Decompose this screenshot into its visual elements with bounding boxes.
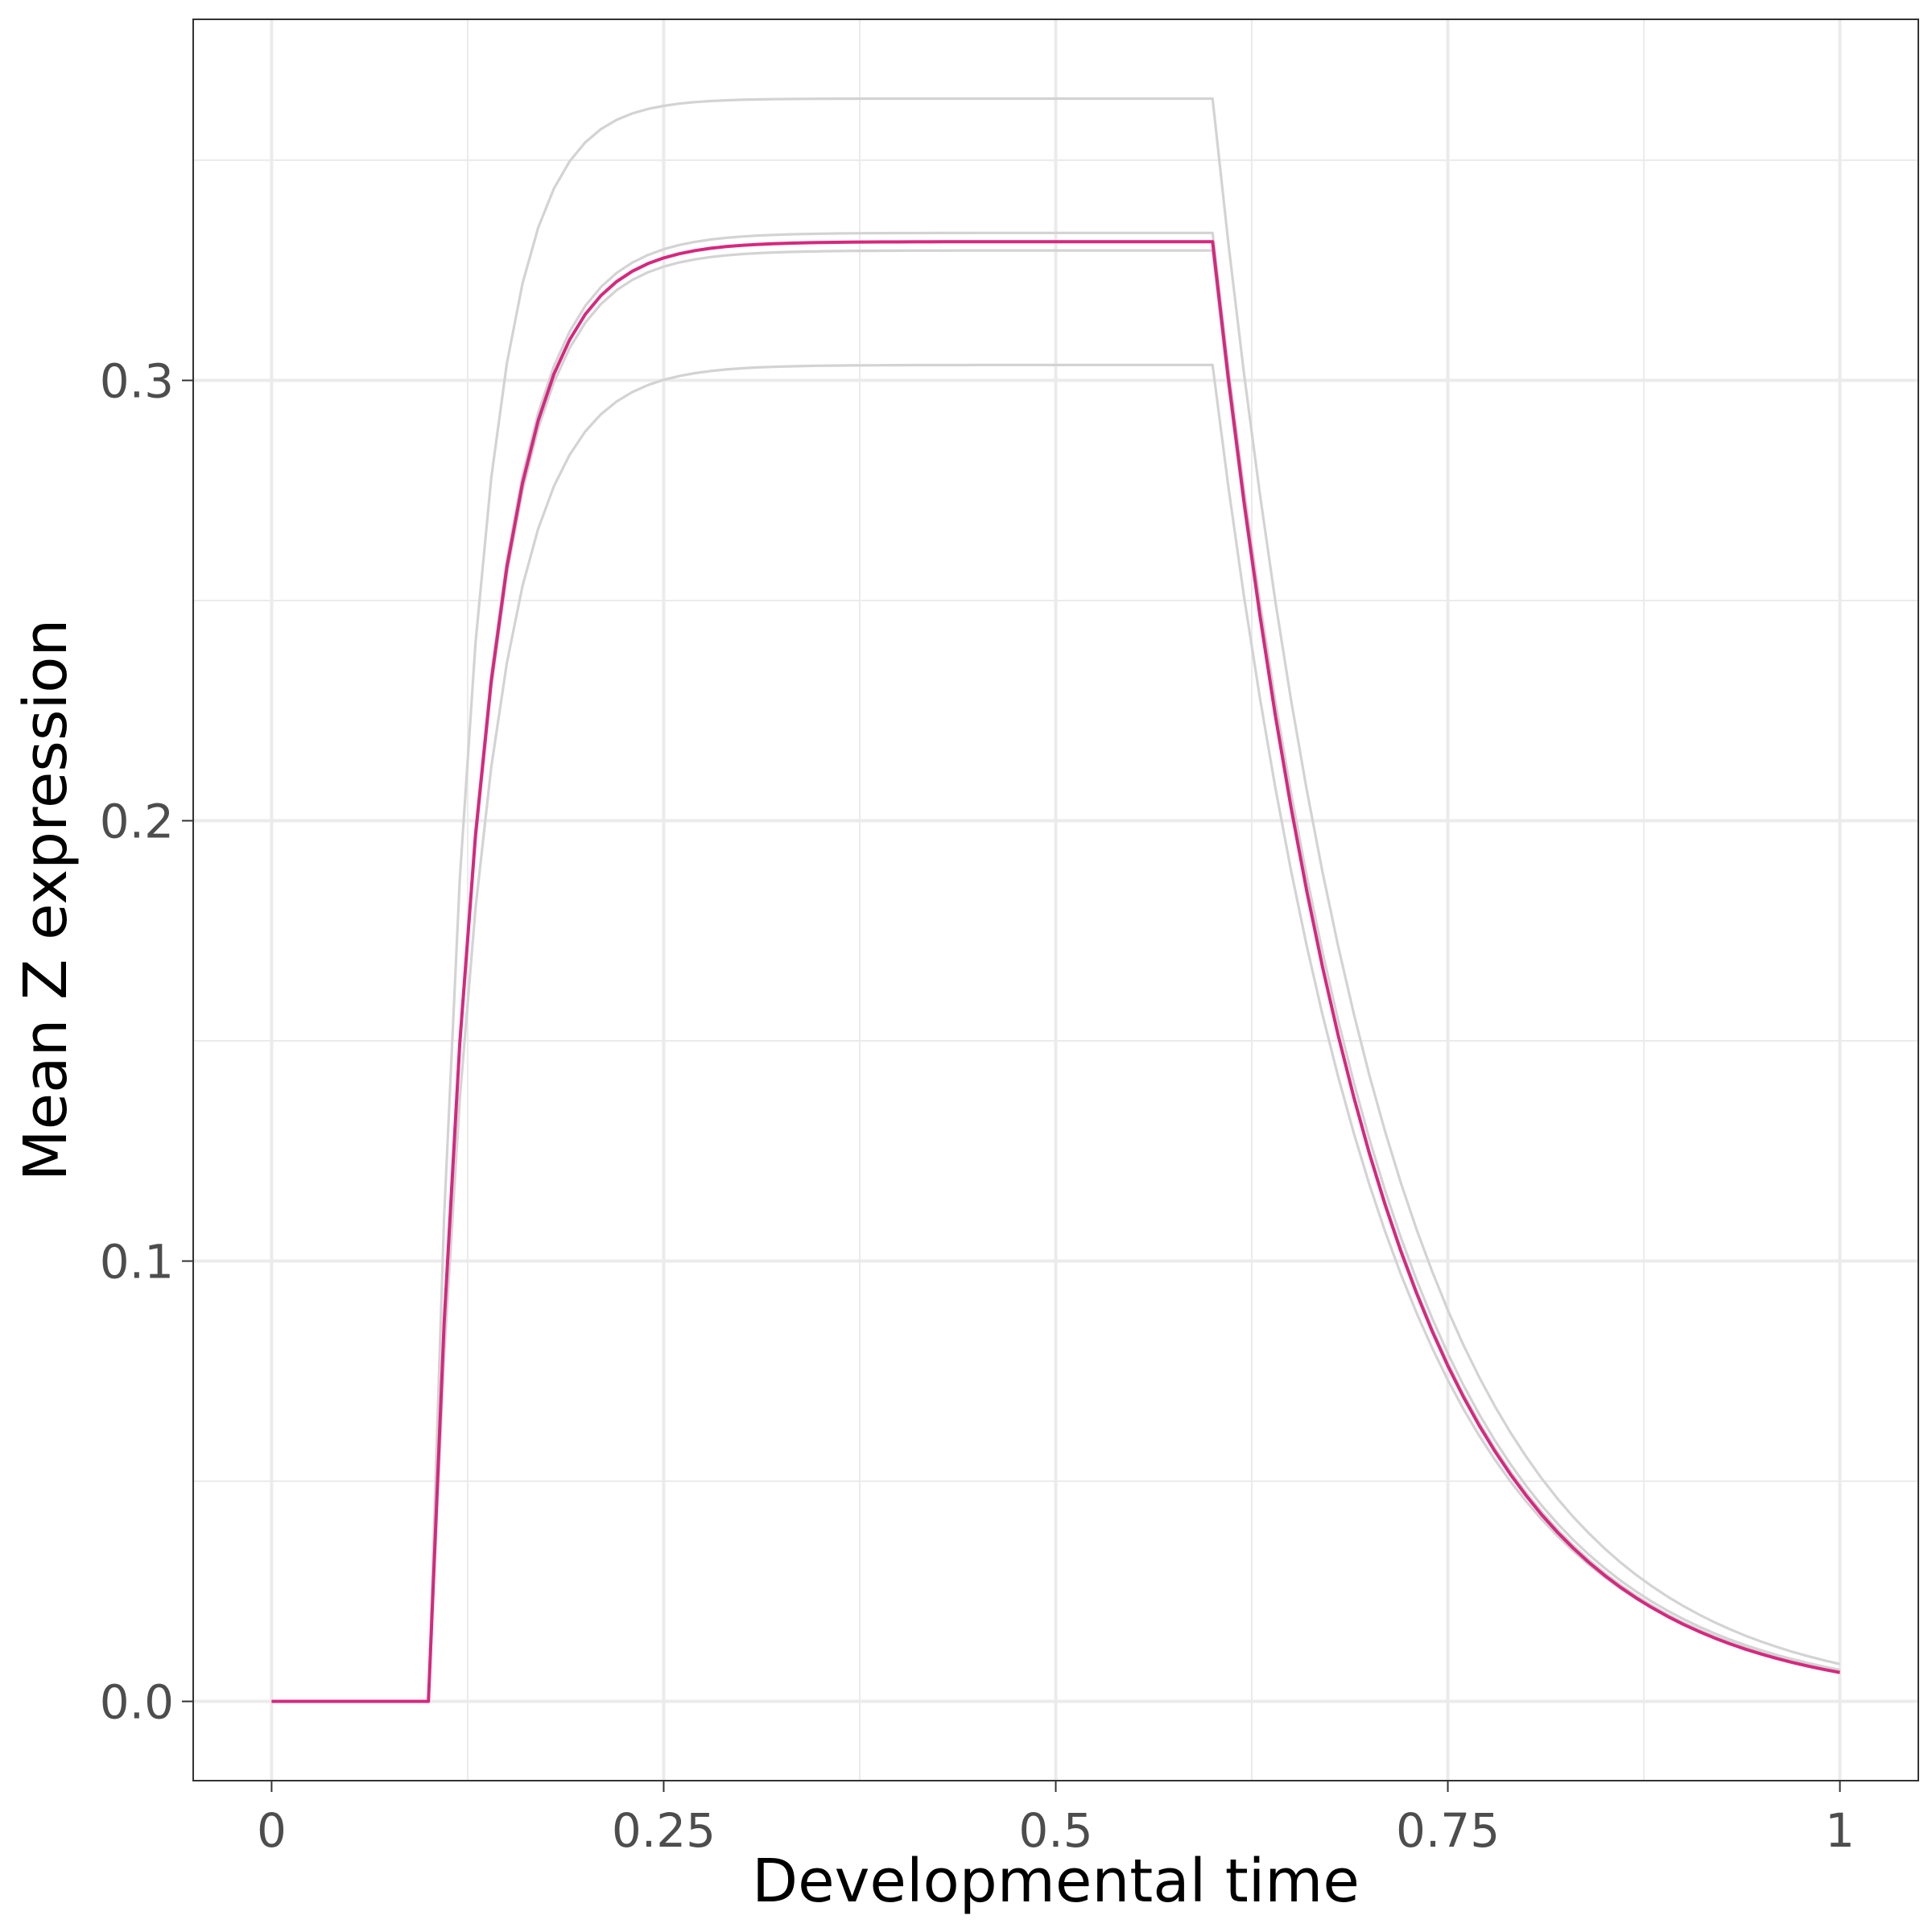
x-axis-title: Developmental time (752, 1847, 1360, 1916)
series-line-replicate-3 (271, 249, 1840, 1703)
series-line-replicate-1 (271, 97, 1840, 1703)
y-axis-title: Mean Z expression (11, 619, 80, 1182)
series-line-mean (271, 240, 1840, 1703)
x-axis-ticks: 0 0.25 0.5 0.75 1 (257, 1781, 1855, 1858)
series-line-replicate-4 (271, 363, 1840, 1703)
grid-major (193, 19, 1918, 1781)
x-tick-label: 1 (1825, 1803, 1855, 1858)
x-tick-label: 0 (257, 1803, 287, 1858)
series-line-replicate-2 (271, 231, 1840, 1703)
x-tick-label: 0.75 (1396, 1803, 1500, 1858)
y-tick-label: 0.0 (100, 1675, 174, 1730)
y-axis-ticks: 0.0 0.1 0.2 0.3 (100, 354, 193, 1730)
y-tick-label: 0.2 (100, 795, 174, 849)
x-tick-label: 0.25 (612, 1803, 716, 1858)
x-tick-label: 0.5 (1018, 1803, 1092, 1858)
y-tick-label: 0.1 (100, 1235, 174, 1290)
y-tick-label: 0.3 (100, 354, 174, 409)
series-layer (271, 97, 1840, 1703)
